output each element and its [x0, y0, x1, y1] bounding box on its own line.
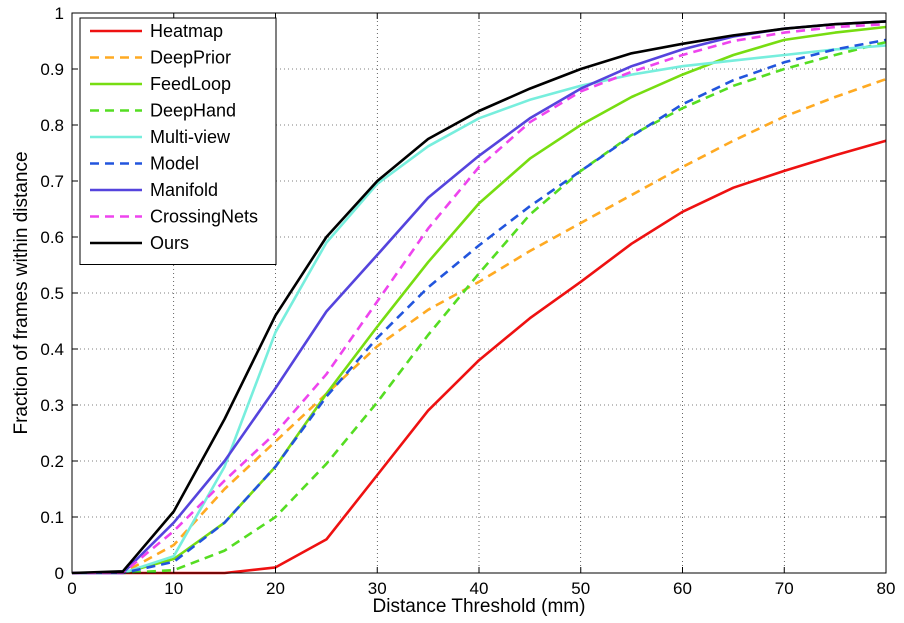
- x-tick-label: 30: [368, 579, 387, 598]
- grid: [72, 13, 886, 573]
- series-line-deepprior: [72, 77, 887, 575]
- x-tick-label: 20: [266, 579, 285, 598]
- x-tick-label: 80: [877, 579, 896, 598]
- y-tick-label: 0.3: [40, 396, 64, 415]
- x-tick-label: 40: [470, 579, 489, 598]
- legend-label: Multi-view: [150, 127, 231, 147]
- y-tick-label: 0.1: [40, 508, 64, 527]
- y-tick-label: 0.4: [40, 340, 64, 359]
- legend-label: Heatmap: [150, 21, 223, 41]
- legend-label: DeepHand: [150, 101, 236, 121]
- y-tick-label: 0.7: [40, 172, 64, 191]
- y-axis-label: Fraction of frames within distance: [11, 151, 32, 434]
- legend: Heatmap DeepPrior FeedLoop DeepHand Multi-vi…: [79, 17, 277, 265]
- legend-box: [79, 17, 277, 265]
- axis-ticks: 0 10 20 30 40 50 60 70 80 0 0.1 0.2 0.3 0.4 0.5 0.6 0.7 0…: [40, 4, 895, 598]
- legend-label: Ours: [150, 233, 189, 253]
- legend-label: Manifold: [150, 180, 218, 200]
- y-tick-label: 0: [55, 564, 64, 583]
- legend-label: CrossingNets: [150, 207, 258, 227]
- x-axis-label: Distance Threshold (mm): [373, 596, 586, 617]
- series-line-crossingnets: [72, 22, 887, 575]
- series-line-ours: [71, 20, 887, 575]
- series-lines: [71, 20, 887, 575]
- series-line-model: [72, 38, 887, 575]
- y-tick-label: 1: [55, 4, 64, 23]
- x-tick-label: 60: [673, 579, 692, 598]
- series-line-feedloop: [72, 25, 887, 575]
- x-tick-label: 50: [571, 579, 590, 598]
- y-tick-label: 0.9: [40, 60, 64, 79]
- y-tick-label: 0.6: [40, 228, 64, 247]
- legend-label: FeedLoop: [150, 74, 231, 94]
- series-line-deephand: [72, 40, 887, 575]
- x-tick-label: 10: [164, 579, 183, 598]
- y-tick-label: 0.2: [40, 452, 64, 471]
- y-tick-label: 0.5: [40, 284, 64, 303]
- x-tick-label: 70: [775, 579, 794, 598]
- legend-label: Model: [150, 154, 199, 174]
- legend-label: DeepPrior: [150, 48, 231, 68]
- x-tick-label: 0: [67, 579, 76, 598]
- y-tick-label: 0.8: [40, 116, 64, 135]
